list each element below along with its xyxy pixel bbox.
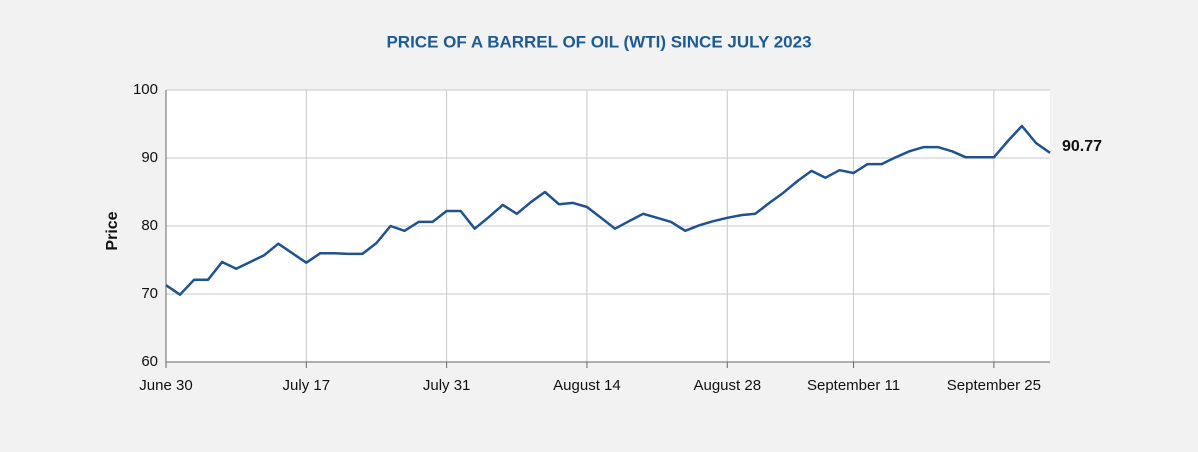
x-tick-label: July 17 (283, 377, 331, 394)
x-tick-label: June 30 (139, 377, 192, 394)
y-tick-label: 60 (141, 353, 158, 370)
y-tick-label: 70 (141, 285, 158, 302)
x-tick-label: August 28 (693, 377, 761, 394)
last-value-label: 90.77 (1062, 138, 1102, 155)
x-tick-label: July 31 (423, 377, 471, 394)
price-line (165, 124, 1051, 296)
y-tick-label: 80 (141, 217, 158, 234)
y-tick-label: 100 (133, 81, 158, 98)
y-axis-label: Price (104, 211, 121, 250)
chart-title: PRICE OF A BARREL OF OIL (WTI) SINCE JUL… (386, 32, 811, 51)
x-tick-label: August 14 (553, 377, 621, 394)
x-tick-label: September 25 (947, 377, 1041, 394)
y-tick-label: 90 (141, 149, 158, 166)
x-tick-label: September 11 (807, 377, 900, 394)
